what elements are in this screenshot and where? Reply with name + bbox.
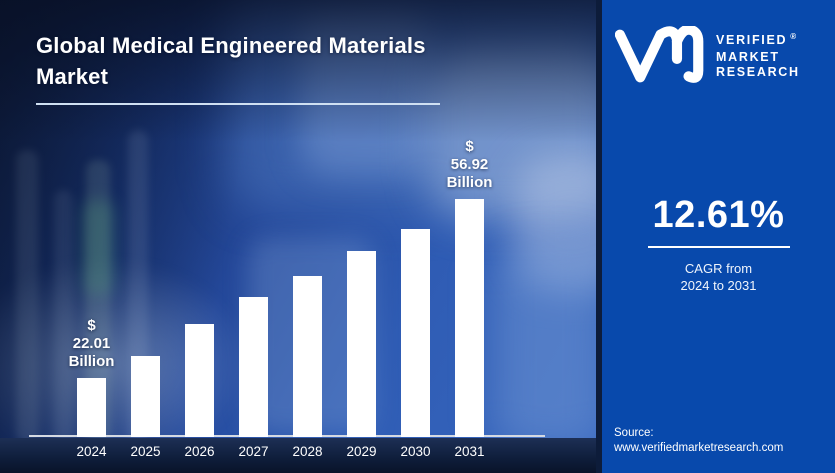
- vmr-logo-line2: MARKET: [716, 49, 780, 64]
- cagr-caption: CAGR from 2024 to 2031: [602, 260, 835, 294]
- bar-2024: 2024 $ 22.01 Billion: [69, 317, 115, 459]
- page-title-line1: Global Medical Engineered Materials: [36, 33, 426, 58]
- bar-2027: 2027: [238, 297, 269, 459]
- background-photo-light: [492, 245, 596, 450]
- vmr-logo: VERIFIED ® MARKET RESEARCH: [615, 26, 829, 86]
- vmr-logo-line3: RESEARCH: [716, 65, 800, 79]
- vmr-logo-monogram-icon: [615, 26, 704, 83]
- bar-2026: 2026: [184, 324, 215, 459]
- cagr-caption-line2: 2024 to 2031: [680, 278, 757, 293]
- source-label: Source:: [614, 427, 654, 439]
- bar-2030: 2030: [400, 229, 431, 459]
- value-label-2031: $ 56.92 Billion: [446, 138, 493, 191]
- brand-panel: VERIFIED ® MARKET RESEARCH 12.61% CAGR fr…: [602, 0, 835, 473]
- year-label-2025: 2025: [130, 444, 161, 459]
- page-title-line2: Market: [36, 64, 109, 89]
- registered-trademark-icon: ®: [790, 32, 797, 41]
- value-label-2024: $ 22.01 Billion: [68, 317, 115, 370]
- panel-divider: [596, 0, 602, 473]
- bar-2031: 2031 $ 56.92 Billion: [447, 138, 493, 459]
- cagr-caption-line1: CAGR from: [684, 261, 753, 276]
- title-underline: [36, 103, 440, 105]
- year-label-2024: 2024: [76, 444, 107, 459]
- page-title: Global Medical Engineered Materials Mark…: [36, 30, 496, 92]
- year-label-2027: 2027: [238, 444, 269, 459]
- year-label-2028: 2028: [292, 444, 323, 459]
- vmr-logo-line1: VERIFIED ®: [716, 32, 797, 47]
- cagr-underline: [647, 246, 790, 248]
- year-label-2026: 2026: [184, 444, 215, 459]
- cagr-value: 12.61%: [652, 194, 785, 236]
- year-label-2029: 2029: [346, 444, 377, 459]
- bar-2025: 2025: [130, 356, 161, 459]
- vmr-logo-wordmark: VERIFIED ® MARKET RESEARCH: [716, 26, 800, 81]
- background-photo-testtube: [16, 150, 38, 443]
- source-url: www.verifiedmarketresearch.com: [614, 442, 784, 454]
- bar-2028: 2028: [292, 276, 323, 459]
- source-block: Source: www.verifiedmarketresearch.com: [614, 426, 783, 456]
- background-photo-glove-2: [515, 155, 596, 290]
- bar-2029: 2029: [346, 251, 377, 459]
- cagr-block: 12.61% CAGR from 2024 to 2031: [602, 194, 835, 294]
- year-label-2030: 2030: [400, 444, 431, 459]
- year-label-2031: 2031: [454, 444, 485, 459]
- bar-chart: 2024 $ 22.01 Billion 2025 2026 2027 2028 2029 2…: [69, 138, 493, 459]
- chart-section: Global Medical Engineered Materials Mark…: [0, 0, 596, 473]
